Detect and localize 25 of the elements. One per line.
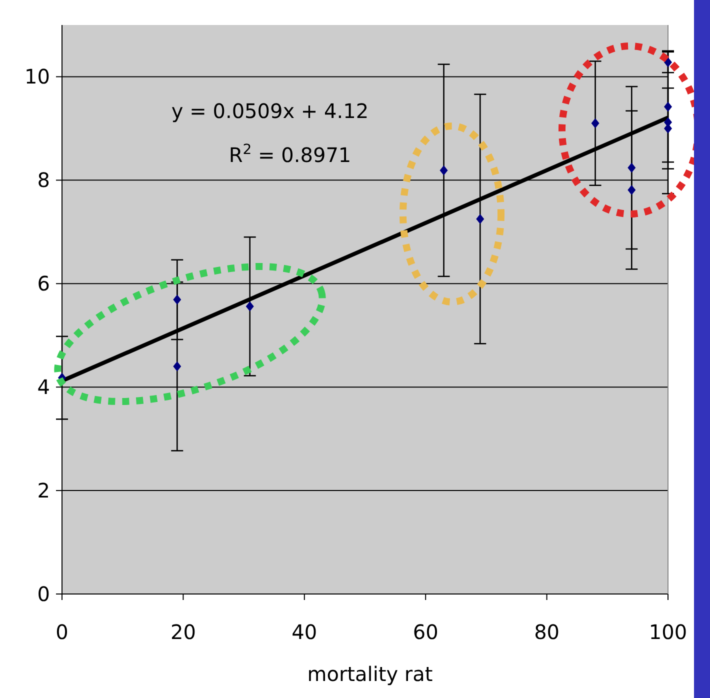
x-tick-label: 40	[292, 620, 318, 644]
point	[246, 301, 254, 312]
x-tick-label: 20	[170, 620, 196, 644]
point	[591, 118, 600, 128]
point	[173, 361, 182, 372]
y-tick-label: 8	[37, 168, 50, 192]
x-tick-label: 0	[56, 620, 68, 644]
y-tick-label: 0	[37, 582, 50, 606]
point	[628, 185, 636, 196]
point	[664, 57, 672, 68]
y-tick-label: 4	[37, 375, 50, 400]
annotation: R$^{2}$ = 0.8971	[228, 142, 352, 167]
point	[664, 102, 672, 112]
annotation: y = 0.0509x + 4.12	[171, 99, 369, 123]
x-axis-title: mortality rat	[307, 662, 433, 686]
x-tick-label: 100	[648, 620, 688, 644]
point	[476, 214, 484, 224]
point	[173, 294, 182, 305]
y-tick-label: 6	[37, 272, 50, 296]
y-tick-label: 10	[24, 64, 50, 89]
x-tick-label: 60	[412, 620, 438, 644]
x-tick-label: 80	[534, 620, 560, 644]
point	[440, 165, 448, 176]
point	[628, 162, 636, 173]
y-tick-label: 2	[37, 478, 50, 503]
